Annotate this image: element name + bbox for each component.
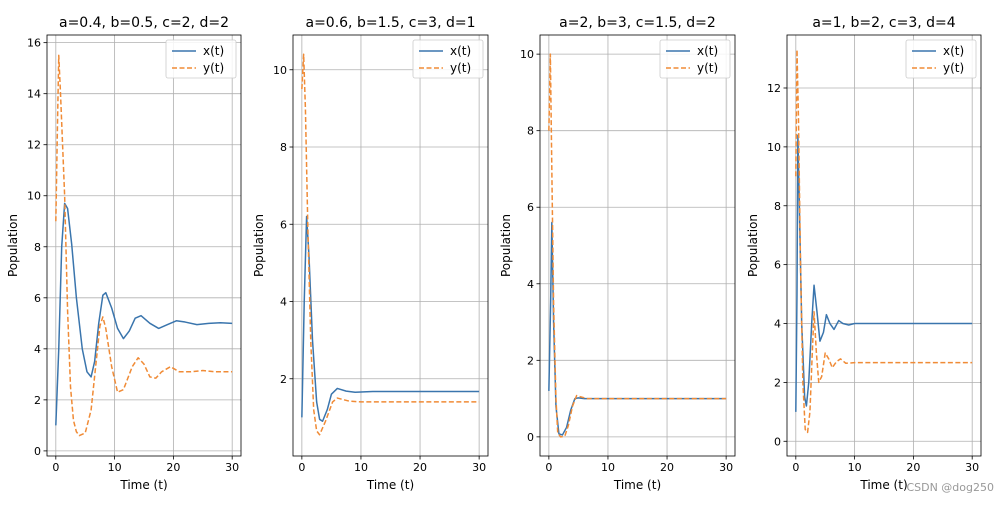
- series-line-y: [301, 53, 480, 436]
- chart-panel-2: 0 10 20 30 2 4 6 8 10 a=0.6, b=1.5, c=3, d=1 Time …: [252, 15, 489, 492]
- x-axis-label: Time (t): [613, 478, 661, 492]
- x-tick-label: 0: [792, 461, 799, 474]
- legend-label-x: x(t): [450, 44, 471, 58]
- y-tick-label: 0: [527, 431, 534, 444]
- y-tick-label: 6: [774, 259, 781, 272]
- y-tick-label: 10: [273, 64, 287, 77]
- legend-box: [412, 39, 484, 79]
- chart-panel-3: 0 10 20 30 0 2 4 6 8 10 a=2, b=3, c=1.5, d=2 Time (…: [499, 15, 736, 492]
- series-line-x: [55, 202, 233, 426]
- x-tick-label: 20: [660, 461, 674, 474]
- x-tick-label: 10: [354, 461, 368, 474]
- x-tick-label: 0: [298, 461, 305, 474]
- y-tick-label: 12: [767, 82, 781, 95]
- y-axis-label: Population: [499, 214, 513, 277]
- x-tick-label: 30: [225, 461, 239, 474]
- y-tick-label: 14: [27, 88, 41, 101]
- x-tick-label: 10: [848, 461, 862, 474]
- legend-box: [905, 39, 977, 79]
- legend: x(t) y(t): [412, 39, 484, 79]
- y-tick-label: 8: [774, 200, 781, 213]
- x-tick-label: 30: [719, 461, 733, 474]
- y-axis-label: Population: [746, 214, 760, 277]
- chart-title: a=0.4, b=0.5, c=2, d=2: [59, 15, 229, 31]
- y-tick-label: 6: [34, 292, 41, 305]
- axes-frame: [539, 34, 736, 457]
- x-tick-label: 30: [965, 461, 979, 474]
- y-tick-label: 2: [280, 373, 287, 386]
- x-tick-label: 20: [906, 461, 920, 474]
- x-tick-label: 10: [601, 461, 615, 474]
- legend-label-y: y(t): [450, 61, 471, 75]
- y-tick-label: 10: [520, 48, 534, 61]
- legend-label-x: x(t): [203, 44, 224, 58]
- y-tick-label: 8: [280, 141, 287, 154]
- y-tick-label: 2: [527, 354, 534, 367]
- x-tick-label: 0: [545, 461, 552, 474]
- axes-frame: [786, 34, 982, 457]
- y-axis-label: Population: [252, 214, 266, 277]
- x-axis-label: Time (t): [859, 478, 907, 492]
- series-line-x: [301, 215, 480, 422]
- legend-label-y: y(t): [697, 61, 718, 75]
- axes-frame: [292, 34, 489, 457]
- y-tick-label: 16: [27, 37, 41, 50]
- y-tick-label: 4: [774, 318, 781, 331]
- legend-label-x: x(t): [697, 44, 718, 58]
- y-tick-label: 0: [34, 445, 41, 458]
- chart-title: a=0.6, b=1.5, c=3, d=1: [305, 15, 475, 31]
- legend: x(t) y(t): [659, 39, 731, 79]
- legend-label-y: y(t): [943, 61, 964, 75]
- y-axis-label: Population: [6, 214, 20, 277]
- chart-title: a=1, b=2, c=3, d=4: [812, 15, 955, 31]
- x-tick-label: 20: [413, 461, 427, 474]
- x-tick-label: 0: [52, 461, 59, 474]
- chart-title: a=2, b=3, c=1.5, d=2: [559, 15, 716, 31]
- y-tick-label: 10: [27, 190, 41, 203]
- chart-panel-4: 0 10 20 30 0 2 4 6 8 10 12 a=1, b=2, c=3, d=4 Time (…: [746, 15, 982, 492]
- x-tick-label: 10: [108, 461, 122, 474]
- x-tick-label: 30: [472, 461, 486, 474]
- watermark: CSDN @dog250: [906, 481, 994, 494]
- axes-frame: [46, 34, 242, 457]
- legend-box: [165, 39, 237, 79]
- series-line-y: [795, 48, 973, 434]
- legend-box: [659, 39, 731, 79]
- y-tick-label: 12: [27, 139, 41, 152]
- series-line-x: [795, 134, 973, 412]
- x-tick-label: 20: [166, 461, 180, 474]
- legend: x(t) y(t): [165, 39, 237, 79]
- legend: x(t) y(t): [905, 39, 977, 79]
- chart-panel-1: 0 10 20 30 0 2 4 6 8 10 12 14 16 a=0.4, b=0.5, c=2, d…: [6, 15, 242, 492]
- x-axis-label: Time (t): [366, 478, 414, 492]
- series-line-y: [55, 54, 233, 437]
- y-tick-label: 6: [280, 218, 287, 231]
- y-tick-label: 2: [34, 394, 41, 407]
- series-line-y: [548, 53, 727, 438]
- y-tick-label: 2: [774, 376, 781, 389]
- legend-label-y: y(t): [203, 61, 224, 75]
- y-tick-label: 4: [34, 343, 41, 356]
- y-tick-label: 6: [527, 201, 534, 214]
- y-tick-label: 8: [527, 125, 534, 138]
- x-axis-label: Time (t): [119, 478, 167, 492]
- y-tick-label: 0: [774, 435, 781, 448]
- y-tick-label: 8: [34, 241, 41, 254]
- series-line-x: [548, 221, 727, 436]
- legend-label-x: x(t): [943, 44, 964, 58]
- y-tick-label: 4: [280, 296, 287, 309]
- y-tick-label: 4: [527, 278, 534, 291]
- y-tick-label: 10: [767, 141, 781, 154]
